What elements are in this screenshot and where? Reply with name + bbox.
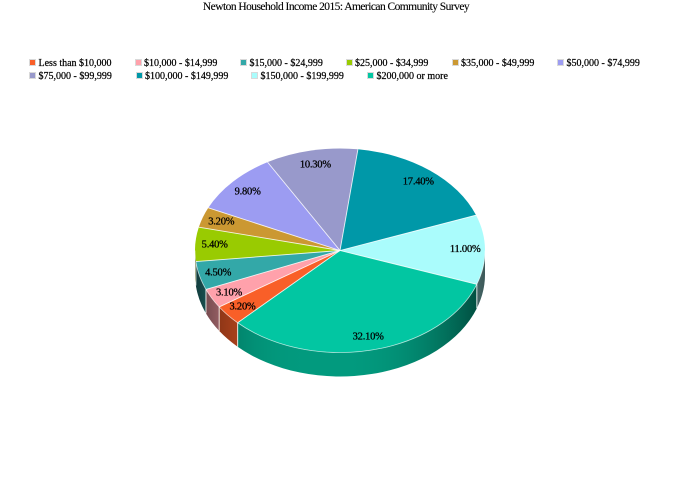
svg-text:10.30%: 10.30% [300,159,332,170]
svg-text:3.20%: 3.20% [229,301,255,312]
svg-text:3.20%: 3.20% [208,216,234,227]
svg-text:5.40%: 5.40% [202,240,228,251]
svg-text:3.10%: 3.10% [216,287,242,298]
svg-text:9.80%: 9.80% [235,186,261,197]
svg-text:32.10%: 32.10% [353,331,385,342]
svg-text:4.50%: 4.50% [205,268,231,279]
svg-text:11.00%: 11.00% [450,244,481,255]
svg-text:17.40%: 17.40% [403,176,435,187]
